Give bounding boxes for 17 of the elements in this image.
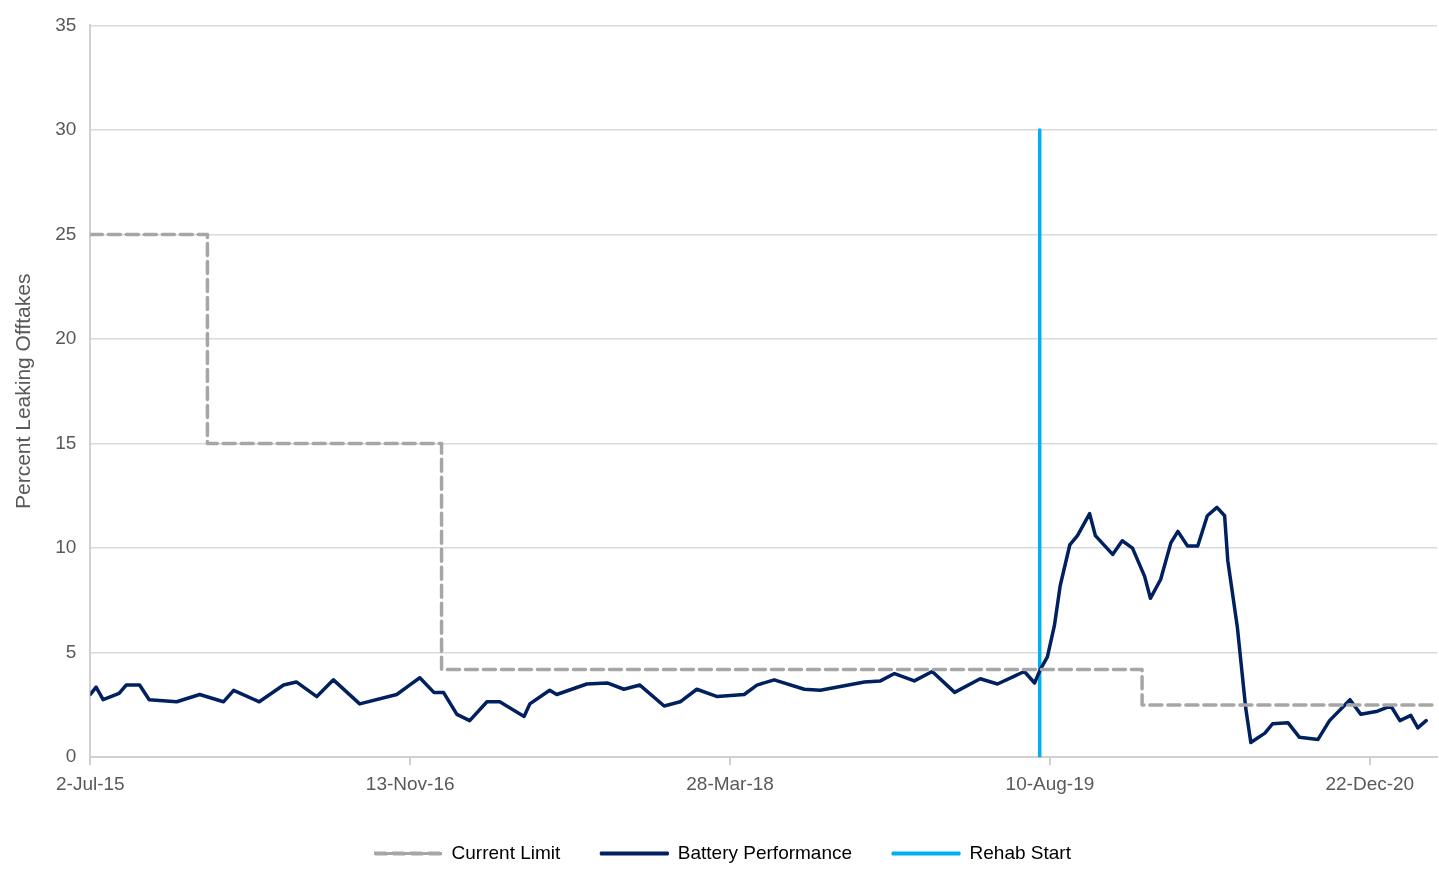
y-tick-label: 15 bbox=[55, 431, 77, 453]
x-tick-label: 28-Mar-18 bbox=[686, 772, 774, 794]
x-tick-label: 10-Aug-19 bbox=[1005, 772, 1095, 794]
legend-label: Battery Performance bbox=[677, 841, 853, 863]
y-tick-label: 20 bbox=[55, 327, 77, 349]
y-tick-label: 10 bbox=[55, 536, 77, 558]
y-tick-label: 30 bbox=[55, 118, 77, 140]
legend-label: Current Limit bbox=[451, 841, 562, 863]
x-tick-label: 13-Nov-16 bbox=[365, 772, 455, 794]
y-tick-label: 0 bbox=[65, 745, 77, 767]
x-tick-label: 22-Dec-20 bbox=[1325, 772, 1415, 794]
y-tick-label: 35 bbox=[55, 13, 77, 35]
y-axis-title: Percent Leaking Offtakes bbox=[11, 273, 35, 510]
legend-label: Rehab Start bbox=[969, 841, 1072, 863]
y-tick-label: 25 bbox=[55, 222, 77, 244]
x-tick-label: 2-Jul-15 bbox=[56, 772, 125, 794]
y-tick-label: 5 bbox=[65, 640, 77, 662]
